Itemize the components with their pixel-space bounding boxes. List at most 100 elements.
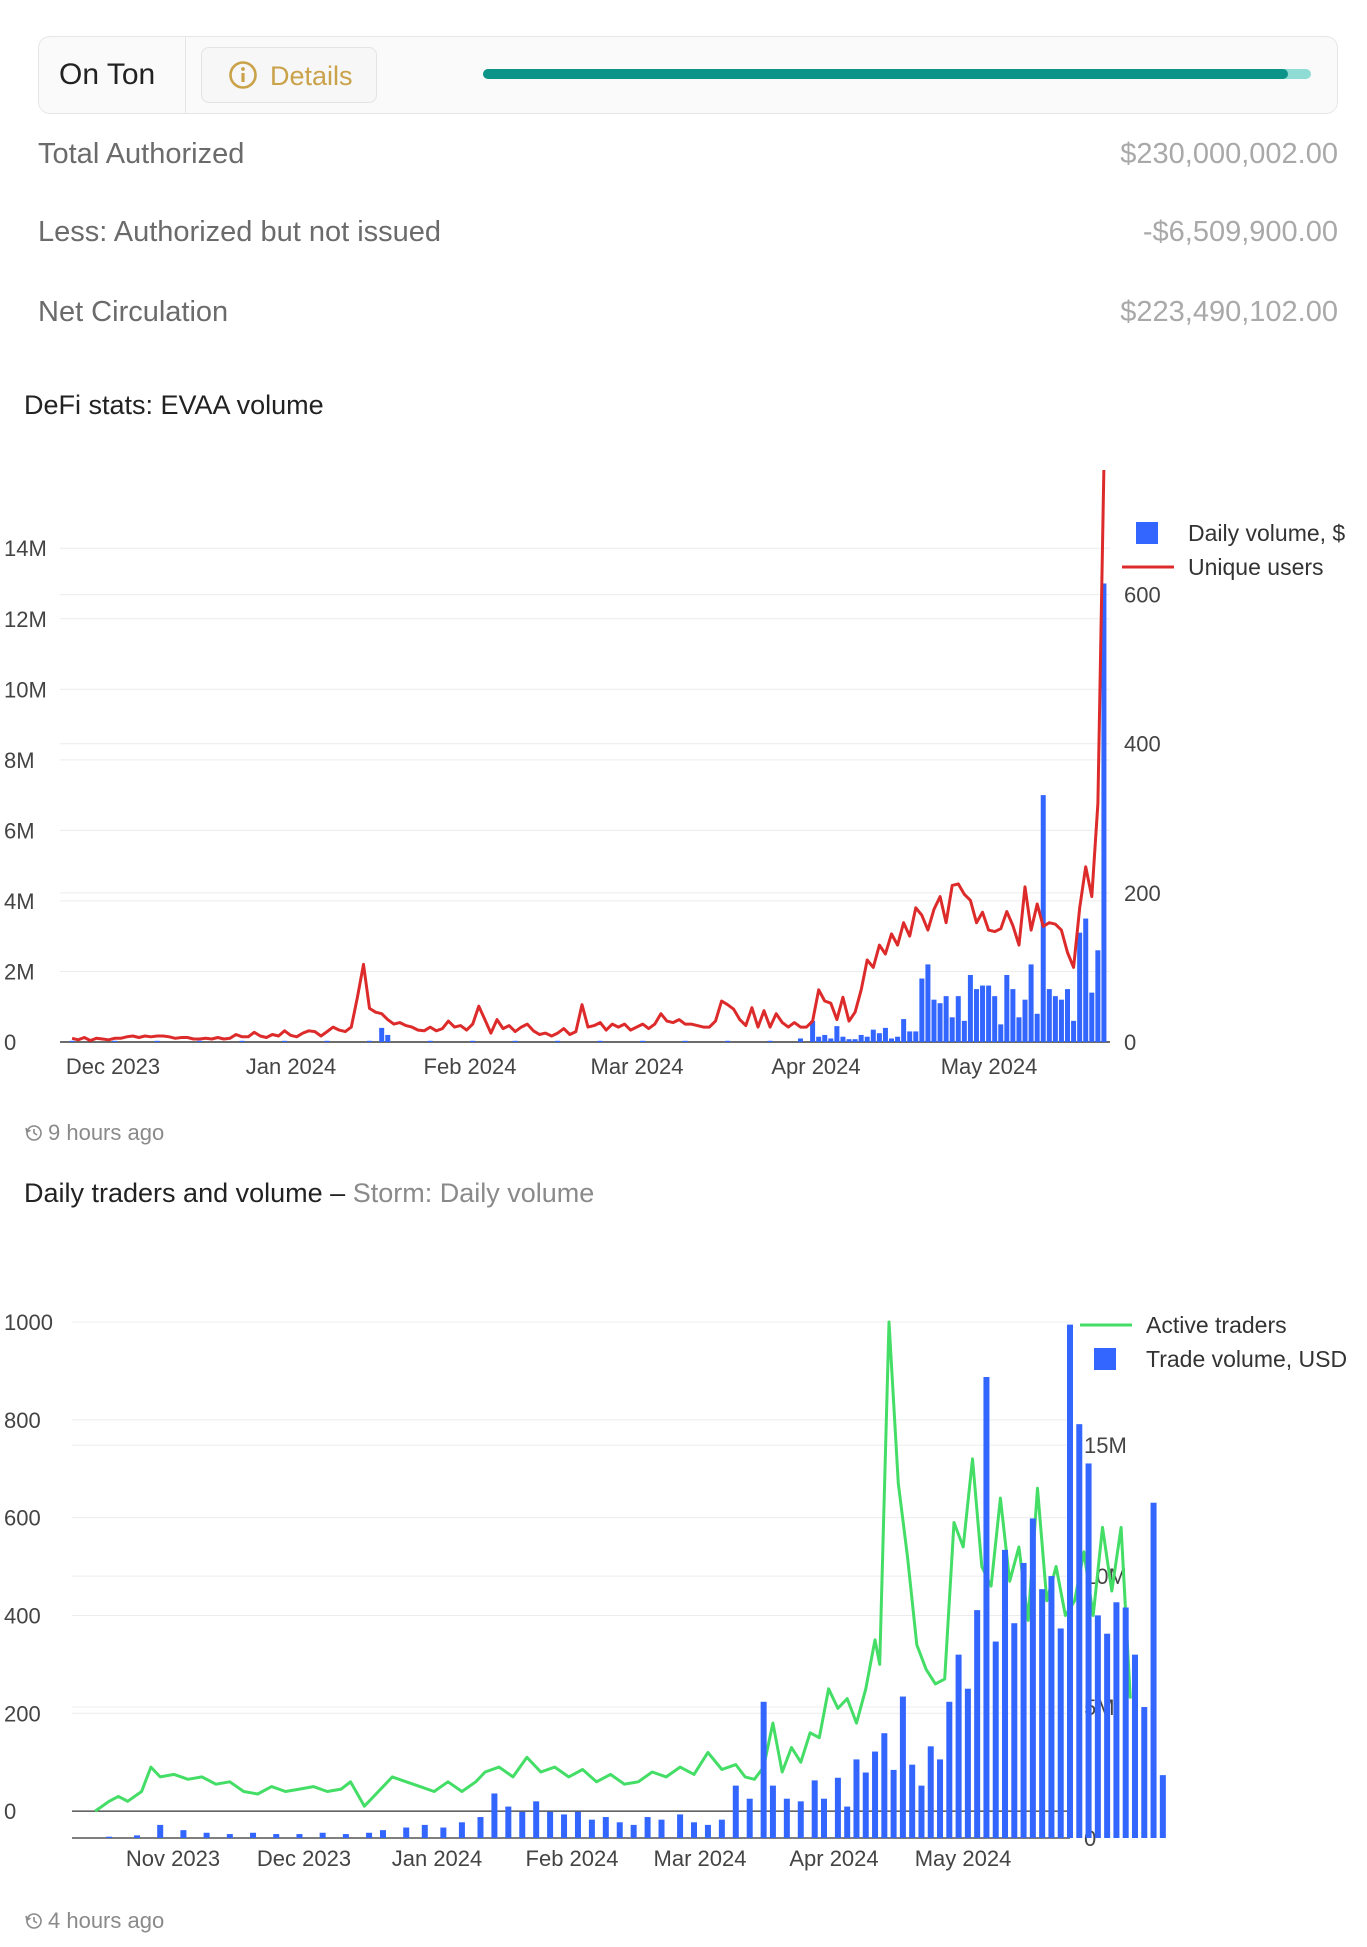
- x-tick-label: Apr 2024: [789, 1846, 878, 1871]
- chart2-title: Daily traders and volume: [24, 1178, 323, 1208]
- bar: [797, 1038, 803, 1042]
- bar: [154, 1040, 160, 1042]
- x-tick-label: Feb 2024: [526, 1846, 619, 1871]
- bar: [367, 1040, 373, 1042]
- bar: [862, 1772, 869, 1838]
- legend-item[interactable]: Unique users: [1122, 554, 1324, 580]
- bar: [1077, 932, 1083, 1042]
- legend-item[interactable]: Active traders: [1080, 1312, 1287, 1338]
- bar: [427, 1040, 433, 1042]
- y-left-tick-label: 10M: [4, 677, 47, 702]
- bar: [986, 985, 992, 1042]
- bar: [1101, 583, 1107, 1042]
- bar-series: [69, 583, 1107, 1042]
- bar: [1071, 1020, 1077, 1042]
- y-left-tick-label: 14M: [4, 536, 47, 561]
- bar: [505, 1806, 512, 1838]
- bar: [797, 1801, 804, 1838]
- legend-item[interactable]: Daily volume, $: [1136, 520, 1345, 546]
- bar: [858, 1034, 864, 1042]
- bar: [133, 1835, 140, 1838]
- legend-item[interactable]: Trade volume, USD: [1094, 1346, 1347, 1372]
- bar: [644, 1817, 651, 1838]
- bar: [69, 1040, 75, 1042]
- bar: [882, 1027, 888, 1042]
- bar: [239, 1040, 245, 1042]
- summary-label: Total Authorized: [38, 138, 245, 170]
- bar: [342, 1834, 349, 1838]
- x-tick-label: Mar 2024: [654, 1846, 747, 1871]
- bar: [919, 978, 925, 1042]
- tab-on-ton[interactable]: On Ton: [59, 58, 156, 91]
- bar: [746, 1798, 753, 1838]
- bar: [203, 1832, 210, 1838]
- summary-value: -$6,509,900.00: [1142, 216, 1338, 248]
- series-line: [71, 470, 1106, 1042]
- bar: [844, 1806, 851, 1838]
- x-tick-label: Nov 2023: [126, 1846, 220, 1871]
- bar: [380, 1830, 387, 1838]
- bar: [983, 1377, 990, 1838]
- x-tick-label: Dec 2023: [66, 1054, 160, 1079]
- bar: [834, 1777, 841, 1838]
- bar: [864, 1036, 870, 1042]
- bar: [899, 1696, 906, 1838]
- bar: [822, 1034, 828, 1042]
- bar: [1094, 1615, 1101, 1838]
- bar: [1089, 992, 1095, 1042]
- bar: [640, 1040, 646, 1042]
- bar: [811, 1780, 818, 1838]
- bar: [547, 1811, 554, 1838]
- bar: [816, 1036, 822, 1042]
- bar: [682, 1040, 688, 1042]
- bar: [379, 1027, 385, 1042]
- bar: [574, 1811, 581, 1838]
- history-icon: [25, 1913, 42, 1929]
- bar: [1034, 1013, 1040, 1042]
- bar: [226, 1834, 233, 1838]
- bar: [1004, 974, 1010, 1042]
- series-line: [94, 1320, 1132, 1813]
- chart2-subtitle: Storm: Daily volume: [352, 1178, 595, 1208]
- y-left-tick-label: 4M: [4, 889, 35, 914]
- bar: [1052, 996, 1058, 1042]
- bar: [1141, 1707, 1148, 1838]
- updated-text: 4 hours ago: [48, 1908, 165, 1933]
- bar: [319, 1832, 326, 1838]
- details-button[interactable]: Details: [201, 47, 377, 103]
- bar: [937, 1759, 944, 1838]
- details-label: Details: [270, 61, 353, 91]
- bar: [1002, 1549, 1009, 1838]
- bar: [853, 1759, 860, 1838]
- bar: [872, 1751, 879, 1838]
- legend-swatch: [1136, 522, 1158, 544]
- summary-label: Less: Authorized but not issued: [38, 216, 442, 248]
- bar: [658, 1819, 665, 1838]
- bar: [974, 1610, 981, 1838]
- bar: [889, 1038, 895, 1042]
- y-right-tick-label: 200: [1124, 881, 1161, 906]
- bar: [964, 1688, 971, 1838]
- bar: [1085, 1463, 1092, 1838]
- y-left-tick-label: 200: [4, 1701, 41, 1726]
- bar: [810, 1020, 816, 1042]
- bar: [769, 1785, 776, 1838]
- chart2-updated: 4 hours ago: [24, 1908, 164, 1934]
- bar: [852, 1039, 858, 1042]
- bar: [1011, 1623, 1018, 1838]
- x-tick-label: Jan 2024: [246, 1054, 337, 1079]
- summary-value: $230,000,002.00: [1120, 138, 1338, 170]
- bar: [846, 1039, 852, 1042]
- bar: [820, 1798, 827, 1838]
- bar: [1020, 1562, 1027, 1838]
- bar: [992, 1641, 999, 1838]
- bar: [512, 1040, 518, 1042]
- bar: [1159, 1775, 1166, 1838]
- bar: [907, 1031, 913, 1042]
- bar: [881, 1733, 888, 1838]
- bar: [180, 1830, 187, 1838]
- bar: [1113, 1602, 1120, 1838]
- bar: [1028, 964, 1034, 1042]
- bar: [477, 1817, 484, 1838]
